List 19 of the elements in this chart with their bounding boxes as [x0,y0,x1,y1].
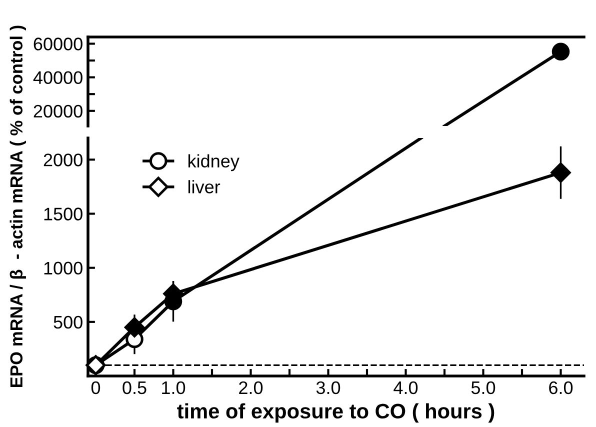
y-axis-title: EPO mRNA / β - actin mRNA ( % of control ) [10,26,26,387]
legend-label: kidney [188,154,240,172]
x-tick-label: 0.5 [122,381,146,394]
x-tick-label: 0 [91,381,100,394]
y-tick-label: 500 [54,316,82,329]
x-tick-label: 4.0 [394,381,418,394]
x-tick-label: 2.0 [239,381,263,394]
y-tick-label: 20000 [34,104,82,118]
y-tick-label: 40000 [33,71,82,84]
y-tick-label: 1000 [44,262,82,275]
legend-label: liver [188,180,220,194]
y-tick-label: 1500 [44,208,82,220]
x-axis-title: time of exposure to CO ( hours ) [177,403,494,423]
y-tick-label: 2000 [44,154,82,166]
y-tick-label: 60000 [34,38,82,50]
x-tick-label: 5.0 [471,381,496,394]
x-tick-label: 3.0 [316,381,340,394]
x-tick-label: 1.0 [162,381,186,394]
x-tick-label: 6.0 [549,381,573,394]
